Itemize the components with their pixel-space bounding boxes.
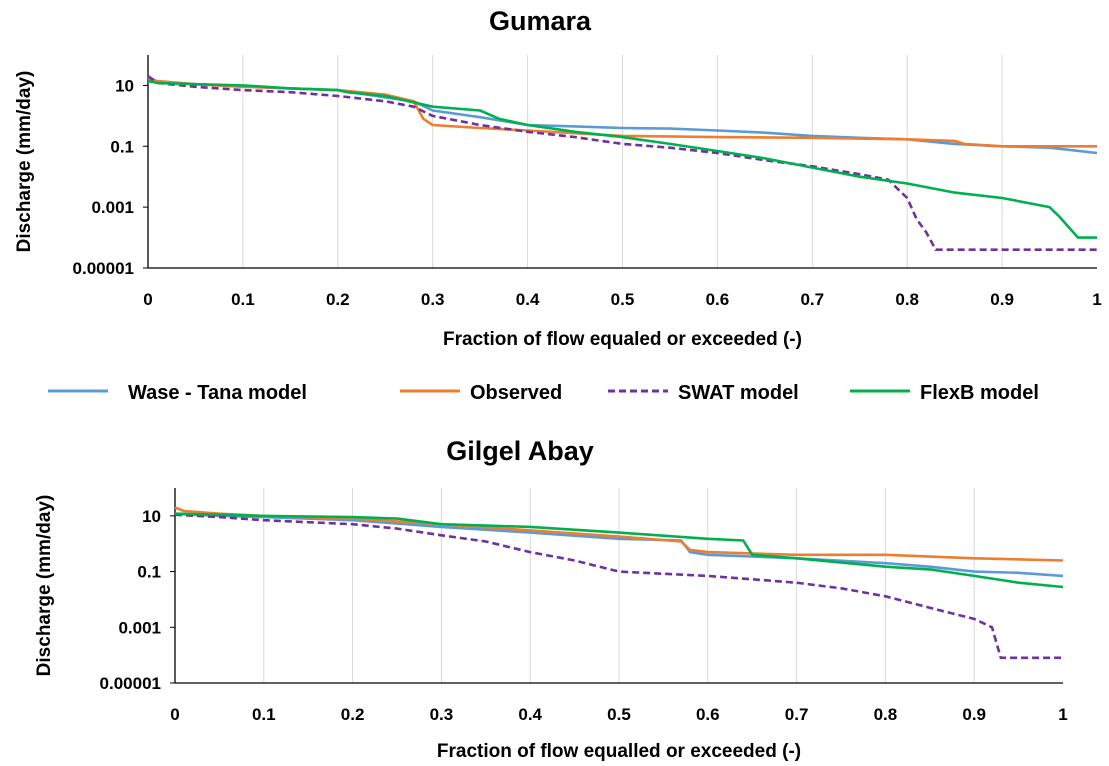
y-tick-label: 10 — [115, 76, 134, 95]
y-tick-label: 10 — [142, 507, 161, 526]
x-tick-label: 0.5 — [607, 705, 631, 724]
series-line-swat-model — [174, 513, 1063, 660]
legend-label-swat-model: SWAT model — [678, 382, 799, 404]
y-axis-title: Discharge (mm/day) — [14, 71, 35, 253]
legend-label-wase-tana-model: Wase - Tana model — [128, 382, 307, 404]
y-tick-label: 0.00001 — [100, 674, 161, 693]
x-tick-label: 0.1 — [252, 705, 276, 724]
x-tick-label: 0.2 — [326, 290, 350, 309]
x-tick-label: 0.5 — [611, 290, 635, 309]
gumara-chart: Gumara 10 0.1 0.001 0.00001 0 0.1 0.2 0.3 0.4 0.5 0… — [14, 6, 1102, 350]
chart-title: Gilgel Abay — [446, 436, 594, 466]
x-tick-label: 0.3 — [421, 290, 445, 309]
x-tick-label: 0.3 — [430, 705, 454, 724]
x-tick-label: 1 — [1092, 290, 1101, 309]
x-tick-label: 0.6 — [696, 705, 720, 724]
y-axis-title: Discharge (mm/day) — [34, 495, 55, 677]
series-line-swat-model — [147, 75, 1097, 251]
x-tick-label: 1 — [1058, 705, 1067, 724]
x-axis-title: Fraction of flow equaled or exceeded (-) — [443, 329, 802, 350]
x-tick-label: 0.9 — [990, 290, 1014, 309]
y-tick-label: 0.00001 — [73, 259, 134, 278]
chart-title: Gumara — [489, 6, 592, 36]
x-tick-label: 0.2 — [341, 705, 365, 724]
x-tick-label: 0.1 — [231, 290, 255, 309]
x-tick-label: 0.7 — [785, 705, 809, 724]
y-tick-label: 0.001 — [118, 618, 161, 637]
series-line-flexb-model — [147, 79, 1097, 239]
gilgel-abay-chart: Gilgel Abay 10 0.1 0.001 0.00001 0 0.1 0.2 0.3 0.… — [34, 436, 1068, 762]
legend-label-flexb-model: FlexB model — [920, 382, 1039, 404]
x-tick-label: 0 — [170, 705, 179, 724]
x-axis-title: Fraction of flow equalled or exceeded (-… — [437, 741, 801, 762]
x-tick-label: 0.6 — [706, 290, 730, 309]
x-tick-label: 0.8 — [895, 290, 919, 309]
x-tick-label: 0.4 — [518, 705, 542, 724]
y-tick-label: 0.1 — [110, 137, 134, 156]
series-line-flexb-model — [174, 512, 1064, 589]
legend: Wase - Tana model Observed SWAT model FlexB… — [48, 382, 1039, 404]
x-tick-label: 0.9 — [962, 705, 986, 724]
y-tick-label: 0.001 — [91, 198, 134, 217]
x-tick-label: 0.4 — [516, 290, 540, 309]
x-tick-label: 0 — [143, 290, 152, 309]
y-tick-label: 0.1 — [137, 563, 161, 582]
legend-label-observed: Observed — [470, 382, 562, 404]
x-tick-label: 0.7 — [800, 290, 824, 309]
x-tick-label: 0.8 — [874, 705, 898, 724]
